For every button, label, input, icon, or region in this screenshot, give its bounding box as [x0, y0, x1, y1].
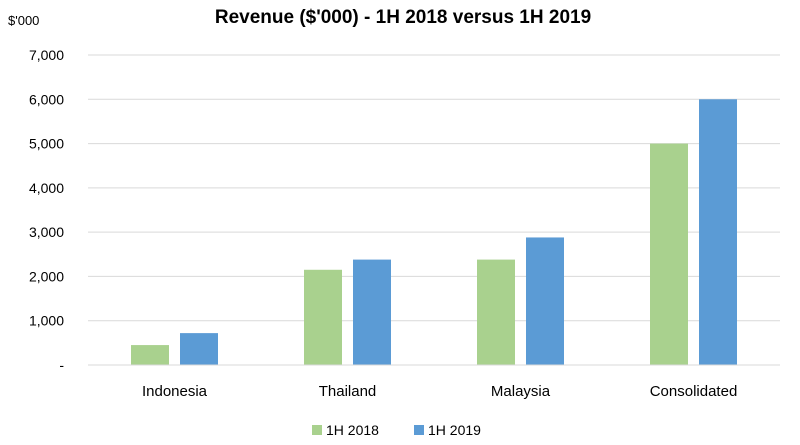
y-tick-label: 2,000 — [29, 268, 64, 284]
bar-indonesia-1h-2019 — [180, 333, 218, 365]
y-tick-label: - — [59, 357, 64, 373]
gridlines — [88, 54, 780, 322]
legend-label: 1H 2019 — [428, 422, 481, 438]
legend-label: 1H 2018 — [326, 422, 379, 438]
x-axis-categories: Indonesia Thailand Malaysia Consolidated — [142, 383, 737, 400]
x-category-label: Indonesia — [142, 383, 208, 400]
bar-consolidated-1h-2019 — [699, 99, 737, 366]
bars — [131, 99, 737, 366]
y-axis-ticks: - 1,000 2,000 3,000 4,000 5,000 6,000 7,000 — [29, 47, 64, 373]
y-tick-label: 7,000 — [29, 47, 64, 63]
y-tick-label: 4,000 — [29, 180, 64, 196]
y-tick-label: 3,000 — [29, 224, 64, 240]
legend: 1H 2018 1H 2019 — [312, 422, 481, 438]
x-category-label: Thailand — [319, 383, 377, 400]
bar-consolidated-1h-2018 — [650, 143, 688, 365]
y-tick-label: 1,000 — [29, 313, 64, 329]
bar-thailand-1h-2018 — [304, 269, 342, 365]
bar-malaysia-1h-2019 — [526, 237, 564, 365]
y-unit-label: $'000 — [8, 13, 39, 28]
bar-malaysia-1h-2018 — [477, 259, 515, 365]
y-tick-label: 6,000 — [29, 91, 64, 107]
x-category-label: Consolidated — [650, 383, 738, 400]
chart-title: Revenue ($'000) - 1H 2018 versus 1H 2019 — [215, 7, 591, 28]
bar-indonesia-1h-2018 — [131, 345, 169, 365]
x-category-label: Malaysia — [491, 383, 551, 400]
y-tick-label: 5,000 — [29, 136, 64, 152]
legend-swatch — [414, 425, 424, 435]
legend-swatch — [312, 425, 322, 435]
bar-thailand-1h-2019 — [353, 259, 391, 365]
